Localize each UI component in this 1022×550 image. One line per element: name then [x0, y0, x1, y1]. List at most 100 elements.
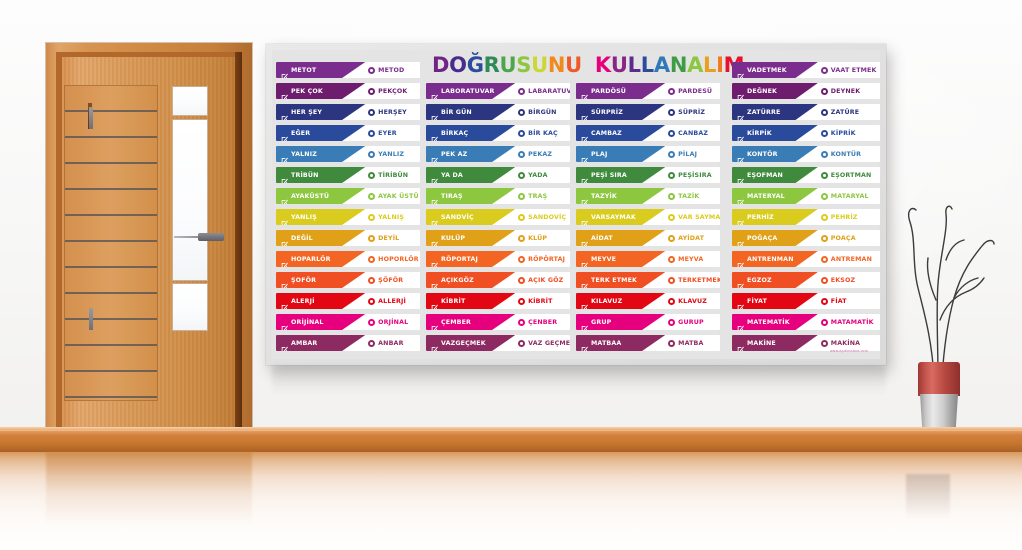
word-pair-row[interactable]: RÖPORTAJ RÖPÖRTAJ [426, 251, 570, 267]
word-pair-row[interactable]: EGZOZ EKSOZ [732, 272, 880, 288]
correct-word-cell: ALLERJİ [368, 293, 406, 309]
word-pair-row[interactable]: TERK ETMEK TERKETMEK [576, 272, 720, 288]
word-pair-row[interactable]: KILAVUZ KLAVUZ [576, 293, 720, 309]
word-pair-row[interactable]: EĞER EYER [276, 125, 420, 141]
word-pair-row[interactable]: TAZYİK TAZİK [576, 188, 720, 204]
title-letter: L [703, 53, 717, 77]
word-pair-row[interactable]: VAZGEÇMEK VAZ GEÇMEK [426, 335, 570, 351]
incorrect-word-chip: GRUP [576, 314, 666, 330]
checkbox-pencil-icon [281, 67, 288, 78]
correct-word-label: VAZ GEÇMEK [528, 339, 570, 347]
word-pair-row[interactable]: PARDÖSÜ PARDESÜ [576, 83, 720, 99]
word-pair-row[interactable]: AMBAR ANBAR [276, 335, 420, 351]
word-pair-row[interactable]: PERHİZ PEHRİZ [732, 209, 880, 225]
incorrect-word-chip: PARDÖSÜ [576, 83, 666, 99]
word-pair-row[interactable]: PEK ÇOK PEKÇOK [276, 83, 420, 99]
correct-word-label: RÖPÖRTAJ [528, 255, 566, 263]
incorrect-word-chip: EGZOZ [732, 272, 818, 288]
word-pair-row[interactable]: BİR GÜN BİRGÜN [426, 104, 570, 120]
word-pair-row[interactable]: DEĞNEK DEYNEK [732, 83, 880, 99]
word-pair-row[interactable]: CAMBAZ CANBAZ [576, 125, 720, 141]
correct-word-label: KİPRİK [830, 129, 856, 137]
word-pair-row[interactable]: YA DA YADA [426, 167, 570, 183]
incorrect-word-chip: ÇEMBER [426, 314, 516, 330]
incorrect-word-label: EĞER [291, 129, 311, 137]
target-dot-icon [518, 318, 526, 326]
word-pair-row[interactable]: YALNIZ YANLIZ [276, 146, 420, 162]
word-pair-row[interactable]: PEK AZ PEKAZ [426, 146, 570, 162]
word-pair-row[interactable]: ALERJİ ALLERJİ [276, 293, 420, 309]
target-dot-icon [668, 297, 676, 305]
word-pair-row[interactable]: KULÜP KLÜP [426, 230, 570, 246]
word-pair-row[interactable]: AÇIKGÖZ AÇIK GÖZ [426, 272, 570, 288]
incorrect-word-label: EŞOFMAN [747, 171, 783, 179]
incorrect-word-label: AMBAR [291, 339, 318, 347]
word-pair-row[interactable]: BİRKAÇ BİR KAÇ [426, 125, 570, 141]
correct-word-cell: KLAVUZ [668, 293, 707, 309]
word-pair-row[interactable]: KİBRİT KİBRİT [426, 293, 570, 309]
correct-word-label: ŞÖFÖR [378, 276, 404, 284]
target-dot-icon [668, 318, 676, 326]
word-pair-row[interactable]: MATERYAL MATARYAL [732, 188, 880, 204]
correct-word-cell: LABARATUVAR [518, 83, 570, 99]
incorrect-word-label: PEK AZ [441, 150, 468, 158]
incorrect-word-label: YA DA [441, 171, 463, 179]
word-pair-row[interactable]: KONTÖR KONTÜR [732, 146, 880, 162]
word-pair-row[interactable]: TRİBÜN TİRİBÜN [276, 167, 420, 183]
word-pair-row[interactable]: DEĞİL DEYİL [276, 230, 420, 246]
word-pair-row[interactable]: POĞAÇA POAÇA [732, 230, 880, 246]
word-pair-row[interactable]: VARSAYMAK VAR SAYMAK [576, 209, 720, 225]
correct-word-cell: SÜPRİZ [668, 104, 705, 120]
word-pair-row[interactable]: EŞOFMAN EŞORTMAN [732, 167, 880, 183]
word-pair-row[interactable]: ANTRENMAN ANTREMAN [732, 251, 880, 267]
word-pair-row[interactable]: KİRPİK KİPRİK [732, 125, 880, 141]
target-dot-icon [368, 297, 376, 305]
correct-word-cell: ZATÜRE [820, 104, 859, 120]
word-pair-row[interactable]: GRUP GURUP [576, 314, 720, 330]
correct-word-label: KLÜP [528, 234, 548, 242]
word-pair-row[interactable]: MEYVE MEYVA [576, 251, 720, 267]
correct-word-cell: ORJİNAL [368, 314, 408, 330]
word-pair-row[interactable]: SANDVİÇ SANDOVİÇ [426, 209, 570, 225]
correct-word-label: AYİDAT [678, 234, 705, 242]
word-pair-row[interactable]: ÇEMBER ÇENBER [426, 314, 570, 330]
word-pair-row[interactable]: MAKİNE MAKİNA [732, 335, 880, 351]
door-handle[interactable] [198, 233, 224, 241]
incorrect-word-chip: ANTRENMAN [732, 251, 818, 267]
correct-word-label: PEKÇOK [378, 87, 408, 95]
poster-columns: METOT METOD PEK ÇOK PEKÇOK HER ŞEY HERŞEY EĞER… [272, 50, 880, 359]
correct-word-cell: PEKAZ [518, 146, 552, 162]
title-letter: N [669, 53, 688, 77]
word-pair-row[interactable]: YANLIŞ YALNIŞ [276, 209, 420, 225]
word-pair-row[interactable]: HOPARLÖR HOPORLÖR [276, 251, 420, 267]
incorrect-word-chip: HER ŞEY [276, 104, 366, 120]
word-pair-row[interactable]: ZATÜRRE ZATÜRE [732, 104, 880, 120]
word-pair-row[interactable]: VADETMEK VAAT ETMEK [732, 62, 880, 78]
target-dot-icon [820, 255, 828, 263]
word-pair-row[interactable]: LABORATUVAR LABARATUVAR [426, 83, 570, 99]
correct-word-cell: YADA [518, 167, 548, 183]
word-pair-row[interactable]: AİDAT AYİDAT [576, 230, 720, 246]
incorrect-word-label: KILAVUZ [591, 297, 623, 305]
word-pair-row[interactable]: METOT METOD [276, 62, 420, 78]
target-dot-icon [368, 234, 376, 242]
word-pair-row[interactable]: PLAJ PİLAJ [576, 146, 720, 162]
target-dot-icon [518, 234, 526, 242]
word-pair-row[interactable]: TIRAŞ TRAŞ [426, 188, 570, 204]
incorrect-word-label: KİRPİK [747, 129, 772, 137]
word-pair-row[interactable]: MATBAA MATBA [576, 335, 720, 351]
word-pair-row[interactable]: HER ŞEY HERŞEY [276, 104, 420, 120]
word-pair-row[interactable]: PEŞİ SIRA PEŞİSIRA [576, 167, 720, 183]
word-pair-row[interactable]: AYAKÜSTÜ AYAK ÜSTÜ [276, 188, 420, 204]
correct-word-cell: BİRGÜN [518, 104, 556, 120]
word-pair-row[interactable]: ŞOFÖR ŞÖFÖR [276, 272, 420, 288]
title-letter: S [516, 53, 532, 77]
correct-word-label: MEYVA [678, 255, 704, 263]
word-pair-row[interactable]: SÜRPRİZ SÜPRİZ [576, 104, 720, 120]
target-dot-icon [668, 129, 676, 137]
word-pair-row[interactable]: ORİJİNAL ORJİNAL [276, 314, 420, 330]
word-pair-row[interactable]: MATEMATİK MATAMATİK [732, 314, 880, 330]
wooden-door[interactable] [46, 43, 252, 431]
word-pair-row[interactable]: FİYAT FİAT [732, 293, 880, 309]
